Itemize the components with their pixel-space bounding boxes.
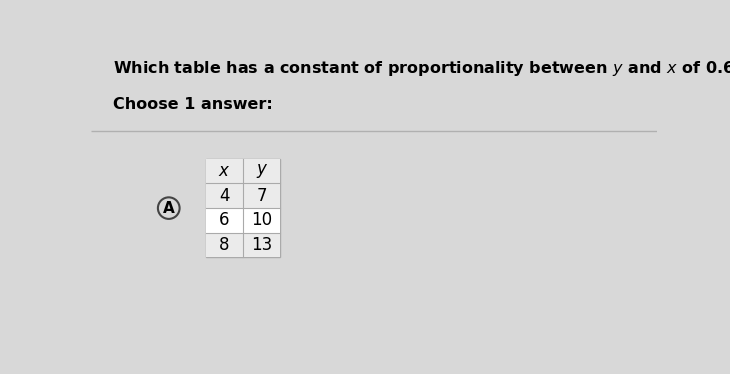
- Text: 6: 6: [219, 211, 230, 229]
- Bar: [206, 159, 280, 184]
- Text: Choose 1 answer:: Choose 1 answer:: [113, 97, 273, 112]
- Text: Which table has a constant of proportionality between $\it{y}$ and $\it{x}$ of 0: Which table has a constant of proportion…: [113, 59, 730, 78]
- Text: 8: 8: [219, 236, 230, 254]
- Text: 4: 4: [219, 187, 230, 205]
- Text: A: A: [163, 200, 174, 216]
- Bar: [206, 159, 280, 257]
- Bar: [206, 184, 280, 208]
- Text: 13: 13: [251, 236, 272, 254]
- Text: $y$: $y$: [255, 162, 268, 180]
- Text: $x$: $x$: [218, 162, 231, 180]
- Bar: [206, 208, 280, 233]
- Bar: [206, 233, 280, 257]
- Text: 7: 7: [256, 187, 267, 205]
- Text: 10: 10: [251, 211, 272, 229]
